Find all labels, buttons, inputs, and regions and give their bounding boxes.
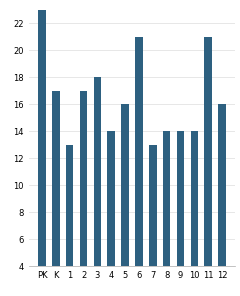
Bar (38, 10, 46, 296)
Bar (163, 131, 170, 296)
Bar (52, 91, 60, 296)
Bar (191, 131, 198, 296)
Bar (108, 131, 115, 296)
Bar (218, 104, 226, 296)
Bar (135, 37, 143, 296)
Bar (204, 37, 212, 296)
Bar (177, 131, 184, 296)
Bar (149, 145, 156, 296)
Bar (94, 77, 101, 296)
Bar (80, 91, 87, 296)
Bar (121, 104, 129, 296)
Bar (66, 145, 73, 296)
